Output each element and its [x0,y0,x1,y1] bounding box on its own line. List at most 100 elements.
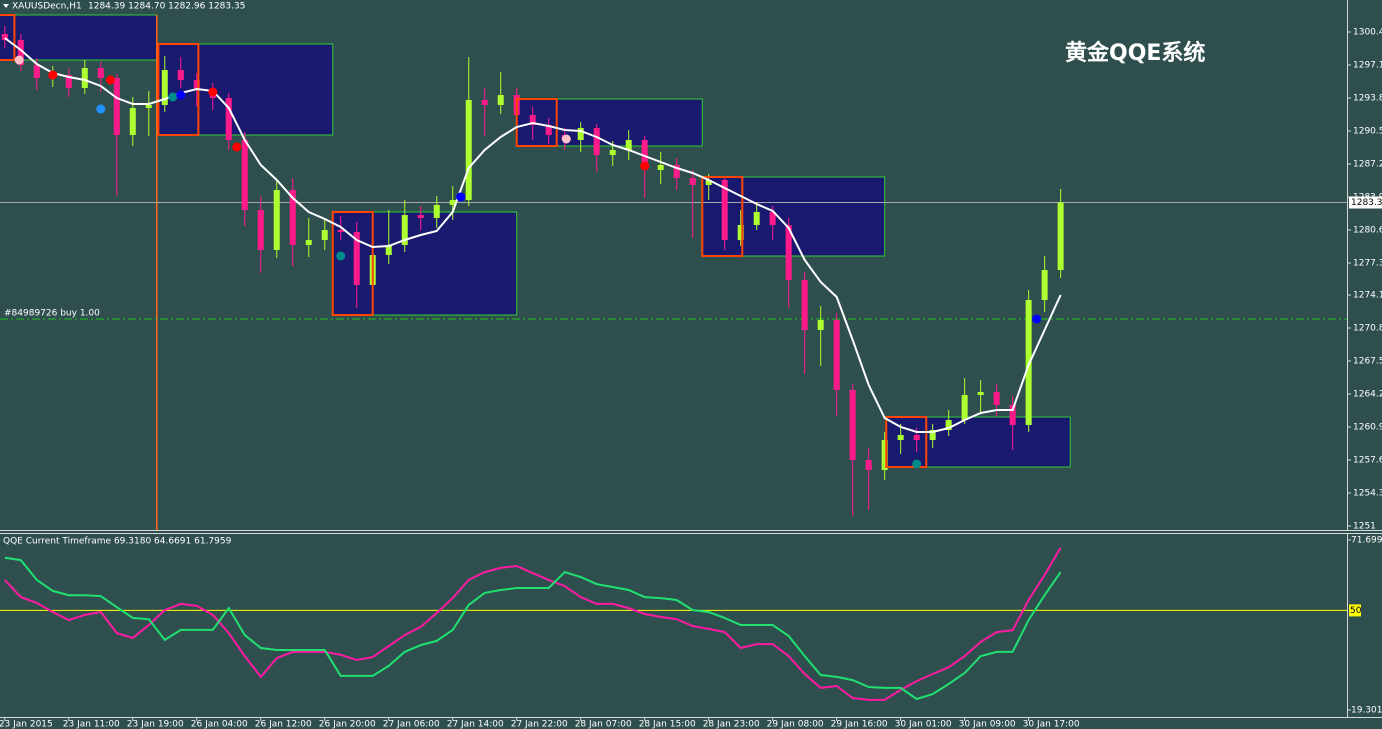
y-tick-label: 1274.1 [1353,291,1382,301]
candle-body [977,392,984,395]
candle-body [657,165,664,170]
candle-body [833,320,840,390]
y-tick-label: 19.3013 [1351,705,1382,715]
y-tick-label: 1254.3 [1353,489,1382,499]
candle-body [17,40,24,65]
chart-title: 黄金QQE系统 [1065,40,1205,66]
signal-dot [168,92,178,102]
bid-label-box [1349,196,1382,209]
candle-body [321,230,328,240]
candle-body [129,108,136,135]
x-tick-label: 28 Jan 23:00 [703,720,760,729]
candle-body [273,190,280,250]
candle-body [721,180,728,240]
y-tick-label: 1300.4 [1353,28,1382,38]
symbol: XAUUSDecn,H1 [12,2,82,12]
y-tick-label: 1290.5 [1353,127,1382,137]
y-tick-label: 1277.3 [1353,259,1382,269]
candle-body [1041,270,1048,300]
candle-body [705,180,712,185]
candle-body [401,215,408,245]
candle-body [337,230,344,232]
candle-body [897,435,904,440]
candle-body [353,232,360,285]
zone-base [0,14,16,61]
candle-body [593,128,600,155]
signal-dot [640,161,650,171]
candle-body [929,430,936,440]
y-tick-label: 1287.2 [1353,160,1382,170]
candle-body [753,212,760,225]
menu-arrow[interactable] [3,4,9,8]
candle-body [385,245,392,255]
order-label: #84989726 buy 1.00 [4,309,100,319]
signal-dot [208,87,218,97]
signal-dot [336,251,346,261]
candle-body [81,68,88,88]
x-tick-label: 23 Jan 2015 [0,720,53,729]
y-tick-label: 1267.5 [1353,357,1382,367]
x-tick-label: 30 Jan 17:00 [1023,720,1080,729]
x-tick-label: 27 Jan 06:00 [383,720,440,729]
candle-body [1,34,8,40]
signal-dot [232,142,242,152]
signal-dot [561,134,571,144]
x-tick-label: 30 Jan 09:00 [959,720,1016,729]
x-tick-label: 26 Jan 04:00 [191,720,248,729]
level-label: 50 [1350,606,1362,616]
candle-body [177,70,184,80]
candle-body [785,225,792,280]
zone [332,211,518,316]
y-tick-label: 1260.9 [1353,423,1382,433]
candle-body [257,210,264,250]
candle-body [1057,202,1064,270]
signal-dot [456,192,466,202]
candle-body [609,150,616,155]
qqe-line [4,556,1062,701]
candle-body [497,95,504,105]
overlay: 1300.41297.11293.81290.51287.21283.91280… [0,28,1382,729]
signal-dot [14,55,24,65]
candle-body [225,98,232,140]
candle-body [817,320,824,330]
y-tick-label: 1270.8 [1353,324,1382,334]
zone-base [515,98,558,147]
candle-body [769,212,776,225]
x-tick-label: 28 Jan 15:00 [639,720,696,729]
y-tick-label: 1264.2 [1353,390,1382,400]
y-tick-label: 1257.6 [1353,456,1382,466]
candle-body [465,100,472,200]
candle-body [1009,405,1016,425]
signal-dot [105,75,115,85]
candle-body [545,125,552,135]
signal-dot [48,70,58,80]
signal-dot [96,104,106,114]
candle-body [481,100,488,105]
candle-body [945,420,952,430]
candle-body [865,460,872,470]
y-tick-label: 1293.8 [1353,94,1382,104]
candle-body [193,80,200,90]
zone-base [885,416,928,468]
y-tick-label: 71.6997 [1351,536,1382,546]
candle-body [305,240,312,245]
x-tick-label: 29 Jan 16:00 [831,720,888,729]
candle-body [289,190,296,245]
candle-body [625,140,632,150]
indicator-title: QQE Current Timeframe 69.3180 64.6691 61… [3,537,232,547]
candle-body [993,392,1000,405]
candle-body [673,165,680,178]
indicator-pane [0,547,1347,701]
x-tick-label: 26 Jan 12:00 [255,720,312,729]
x-tick-label: 23 Jan 11:00 [63,720,120,729]
candle-body [881,440,888,470]
candle-body [65,75,72,88]
y-tick-label: 1280.6 [1353,226,1382,236]
zone [885,416,1071,468]
qqe-line [4,547,1062,701]
zone-base [701,176,744,257]
candle-body [113,78,120,135]
x-tick-label: 28 Jan 07:00 [575,720,632,729]
zone [157,43,334,136]
